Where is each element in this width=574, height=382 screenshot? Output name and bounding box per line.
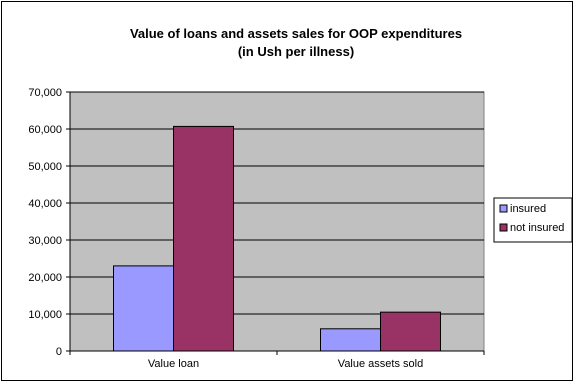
bar-insured: [113, 265, 174, 352]
y-tick-label: 70,000: [28, 87, 62, 99]
x-tick-label: Value assets sold: [338, 358, 423, 370]
y-tick-label: 20,000: [28, 272, 62, 284]
y-tick-label: 10,000: [28, 309, 62, 321]
y-axis: 0 10,000 20,000 30,000 40,000 50,000 60,000 70,…: [28, 87, 71, 358]
y-tick-label: 0: [56, 346, 62, 358]
chart-title: Value of loans and assets sales for OOP …: [130, 26, 462, 41]
bar-insured: [320, 328, 381, 352]
legend-swatch: [499, 204, 508, 213]
x-axis: Value loan Value assets sold: [69, 350, 485, 370]
bars: [113, 125, 441, 352]
x-tick-label: Value loan: [148, 358, 199, 370]
y-tick-label: 50,000: [28, 161, 62, 173]
chart-subtitle: (in Ush per illness): [238, 44, 354, 59]
legend: insured not insured: [499, 203, 564, 234]
legend-label: not insured: [510, 222, 564, 234]
y-tick-label: 60,000: [28, 124, 62, 136]
bar-not-insured: [380, 311, 441, 352]
legend-label: insured: [510, 203, 546, 215]
bar-not-insured: [173, 125, 234, 352]
y-tick-label: 40,000: [28, 198, 62, 210]
y-tick-label: 30,000: [28, 235, 62, 247]
legend-swatch: [499, 223, 508, 232]
